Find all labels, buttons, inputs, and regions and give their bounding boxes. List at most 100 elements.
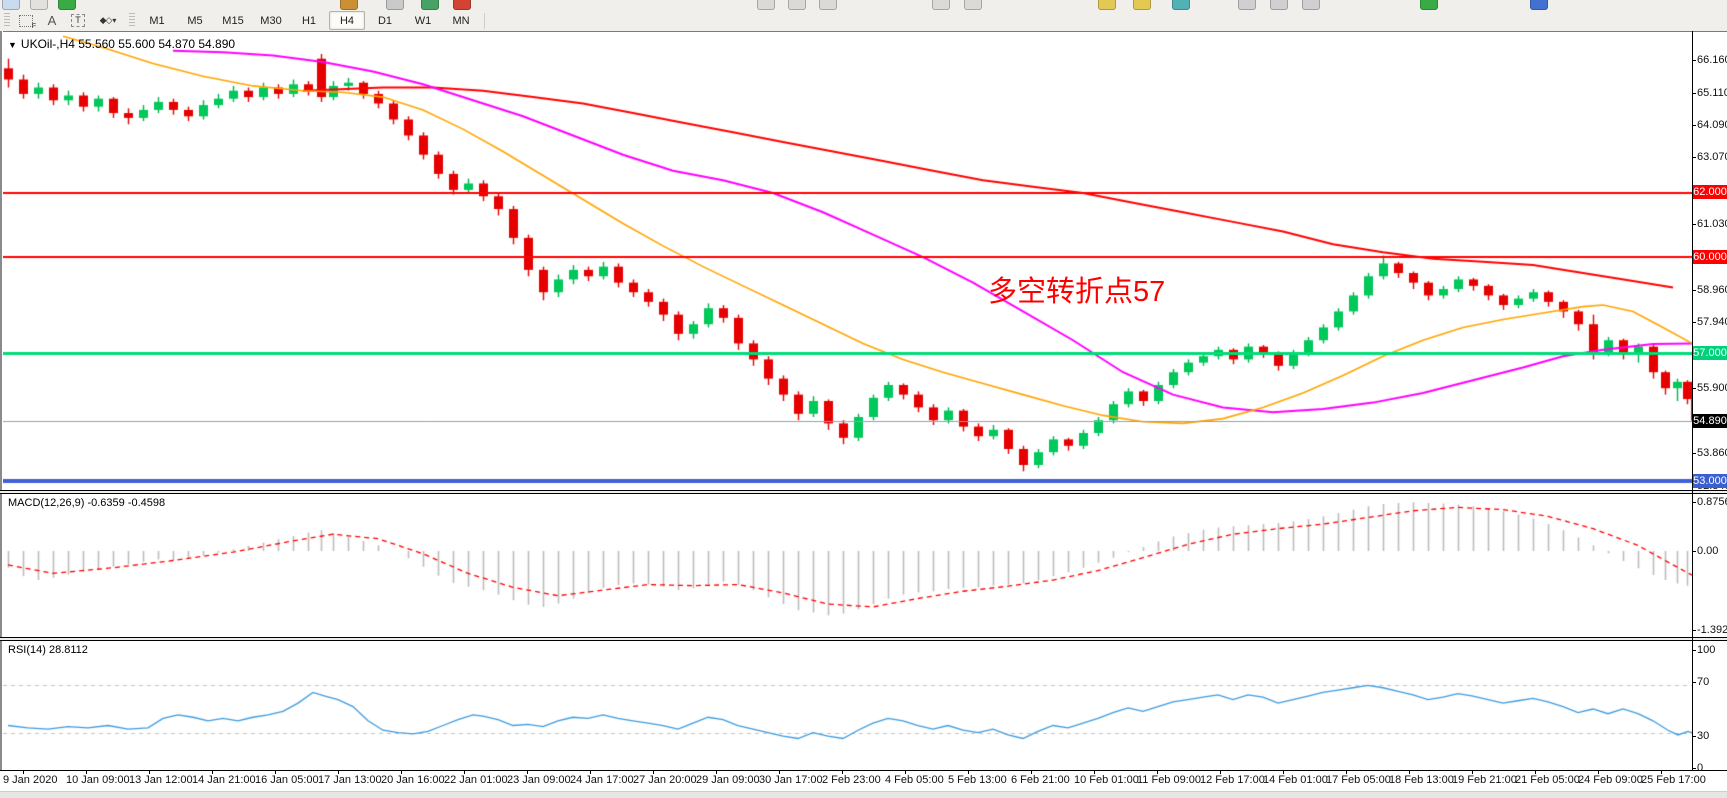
price-badge-60.000: 60.000	[1693, 250, 1727, 264]
panel-divider[interactable]	[0, 490, 1727, 491]
time-tick	[149, 771, 150, 774]
line-chart-mode-icon[interactable]	[819, 0, 837, 10]
price-tick-label: 61.030	[1697, 218, 1727, 230]
text-annotation-button[interactable]: A	[40, 11, 64, 31]
time-tick	[23, 771, 24, 774]
indicator-tick-label: 0	[1697, 762, 1704, 774]
time-tick-label: 23 Jan 09:00	[507, 774, 571, 786]
time-tick	[1031, 771, 1032, 774]
bottom-strip	[0, 791, 1727, 798]
time-tick-label: 6 Feb 21:00	[1011, 774, 1070, 786]
xaxis-border	[0, 770, 1727, 771]
time-tick-label: 9 Jan 2020	[3, 774, 58, 786]
zoom-in-icon[interactable]	[932, 0, 950, 10]
tile-horizontal-icon[interactable]	[1238, 0, 1256, 10]
cascade-icon[interactable]	[1302, 0, 1320, 10]
time-tick-label: 4 Feb 05:00	[885, 774, 944, 786]
indicator-tick-label: 30	[1697, 730, 1710, 742]
time-tick-label: 10 Feb 01:00	[1074, 774, 1139, 786]
candle-chart-mode-icon[interactable]	[788, 0, 806, 10]
time-tick-label: 12 Feb 17:00	[1200, 774, 1265, 786]
timeframe-button-h4[interactable]: H4	[329, 11, 365, 30]
price-tick	[1692, 453, 1696, 454]
toolbar-separator	[484, 12, 485, 29]
time-tick	[1598, 771, 1599, 774]
rsi-label: RSI(14) 28.8112	[8, 644, 88, 656]
time-tick-label: 19 Feb 21:00	[1452, 774, 1517, 786]
bar-chart-mode-icon[interactable]	[757, 0, 775, 10]
time-tick	[1346, 771, 1347, 774]
time-tick	[275, 771, 276, 774]
time-tick	[1661, 771, 1662, 774]
auto-scroll-icon[interactable]	[1098, 0, 1116, 10]
time-tick-label: 10 Jan 09:00	[66, 774, 130, 786]
main-chart-canvas[interactable]	[3, 33, 1692, 490]
time-tick	[905, 771, 906, 774]
timeframe-bar: M1 M5 M15 M30 H1 H4 D1 W1 MN	[138, 11, 480, 30]
fibonacci-tool-button[interactable]: F	[14, 11, 38, 31]
timeframe-button-m15[interactable]: M15	[222, 14, 244, 27]
symbol-dropdown-icon[interactable]: ▼	[8, 40, 17, 50]
timeframe-button-w1[interactable]: W1	[414, 14, 432, 27]
indicator-tick	[1692, 630, 1696, 631]
time-tick-label: 5 Feb 13:00	[948, 774, 1007, 786]
macd-indicator-canvas[interactable]	[3, 494, 1692, 637]
time-tick	[1157, 771, 1158, 774]
time-tick	[401, 771, 402, 774]
price-tick-label: 57.940	[1697, 316, 1727, 328]
price-tick-label: 55.900	[1697, 382, 1727, 394]
secondary-toolbar: F A T ◆◇ ▾ M1 M5 M15 M30 H1 H4 D1 W1 MN	[0, 10, 1727, 32]
price-tick	[1692, 322, 1696, 323]
time-tick	[1409, 771, 1410, 774]
timeframe-button-m30[interactable]: M30	[260, 14, 282, 27]
tile-vertical-icon[interactable]	[1270, 0, 1288, 10]
time-tick-label: 18 Feb 13:00	[1389, 774, 1454, 786]
price-tick	[1692, 60, 1696, 61]
shapes-dropdown-button[interactable]: ◆◇ ▾	[92, 11, 124, 31]
print-icon[interactable]	[386, 0, 404, 10]
price-axis-border	[1692, 31, 1693, 771]
fibonacci-icon: F	[19, 14, 36, 30]
text-t-icon: T	[71, 14, 85, 27]
indicators-icon[interactable]	[1172, 0, 1190, 10]
time-tick-label: 30 Jan 17:00	[759, 774, 823, 786]
timeframe-button-d1[interactable]: D1	[377, 14, 393, 27]
timeframe-button-m5[interactable]: M5	[187, 14, 203, 27]
time-tick-label: 20 Jan 16:00	[381, 774, 445, 786]
new-chart-icon[interactable]	[2, 0, 20, 10]
time-tick-label: 16 Jan 05:00	[255, 774, 319, 786]
price-tick	[1692, 157, 1696, 158]
price-tick-label: 66.160	[1697, 54, 1727, 66]
time-tick	[1220, 771, 1221, 774]
price-badge-62.000: 62.000	[1693, 185, 1727, 199]
profiles-icon[interactable]	[30, 0, 48, 10]
toolbar-grip[interactable]	[4, 13, 10, 28]
timeframe-button-mn[interactable]: MN	[452, 14, 470, 27]
time-tick-label: 14 Jan 21:00	[192, 774, 256, 786]
symbol-ohlc-text: UKOil-,H4 55.560 55.600 54.870 54.890	[20, 37, 236, 51]
indicator-tick	[1692, 736, 1696, 737]
templates-icon[interactable]	[340, 0, 358, 10]
zoom-out-icon[interactable]	[964, 0, 982, 10]
new-order-icon[interactable]	[1420, 0, 1438, 10]
time-tick	[1094, 771, 1095, 774]
timeframe-button-m1[interactable]: M1	[149, 14, 165, 27]
help-icon[interactable]	[1530, 0, 1548, 10]
time-tick	[86, 771, 87, 774]
indicator-tick-label: 0.8756	[1697, 496, 1727, 508]
price-tick-label: 53.860	[1697, 447, 1727, 459]
time-tick	[842, 771, 843, 774]
print-preview-icon[interactable]	[421, 0, 439, 10]
stop-icon[interactable]	[453, 0, 471, 10]
timeframe-button-h1[interactable]: H1	[301, 14, 317, 27]
add-icon[interactable]	[58, 0, 76, 10]
time-tick-label: 24 Feb 09:00	[1578, 774, 1643, 786]
rsi-indicator-canvas[interactable]	[3, 641, 1692, 770]
panel-divider[interactable]	[0, 637, 1727, 638]
text-label-button[interactable]: T	[66, 11, 90, 31]
time-axis[interactable]: 9 Jan 2020 10 Jan 09:00 13 Jan 12:00 14 Jan…	[0, 771, 1727, 791]
time-tick-label: 13 Jan 12:00	[129, 774, 193, 786]
chart-shift-icon[interactable]	[1133, 0, 1151, 10]
toolbar-grip[interactable]	[129, 13, 135, 28]
